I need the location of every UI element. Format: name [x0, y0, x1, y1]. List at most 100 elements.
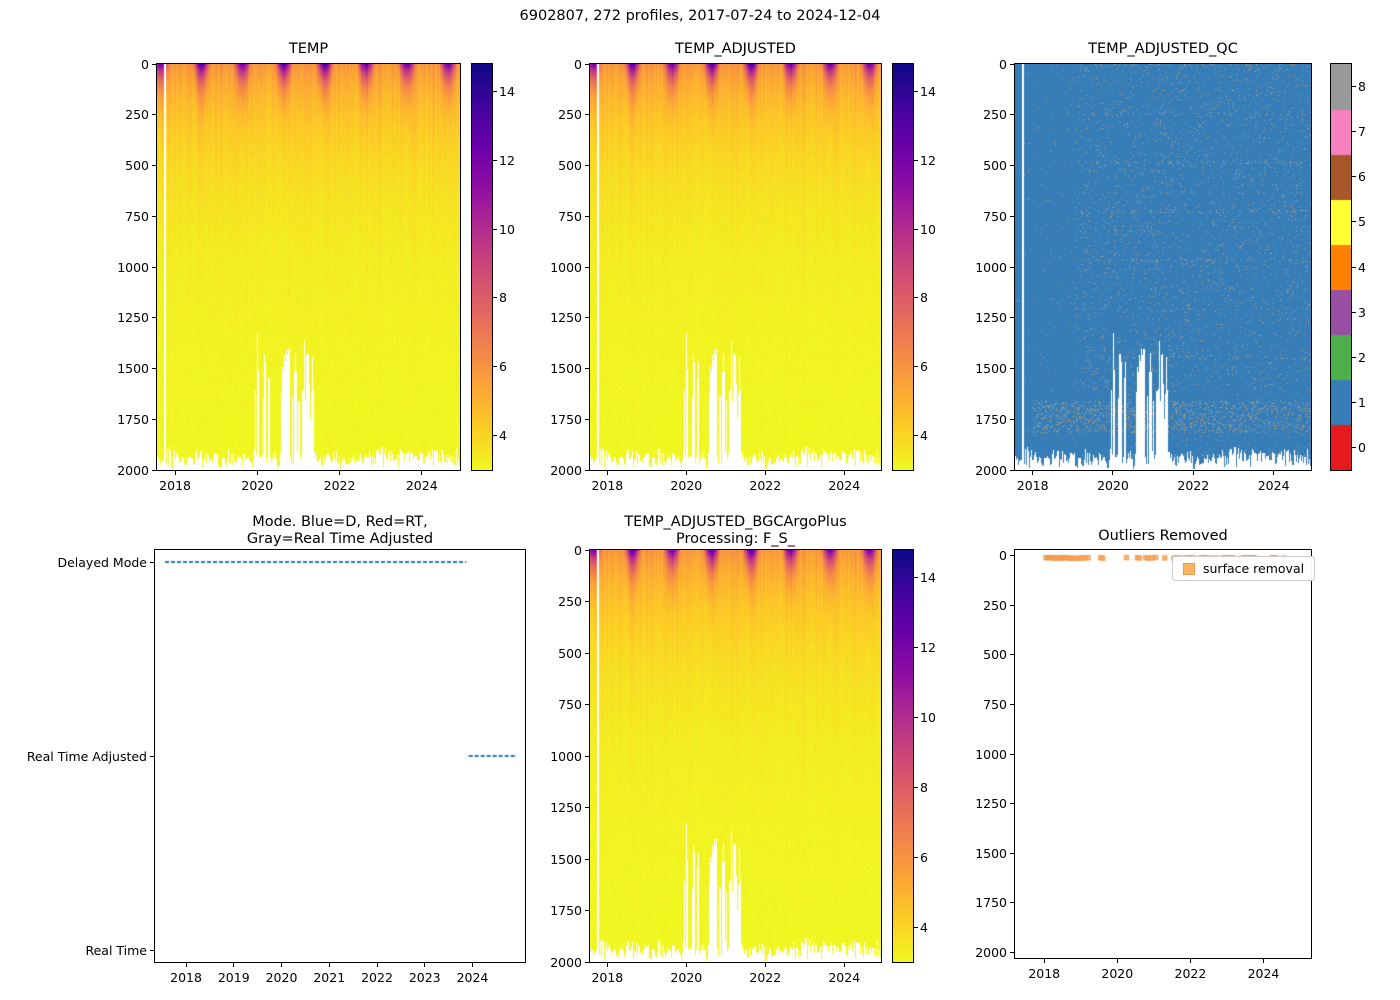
colorbar-tick-label: 8	[920, 779, 928, 795]
y-tick	[1010, 317, 1014, 319]
x-tick-label: 2022	[1174, 966, 1207, 981]
x-tick-label: 2023	[408, 970, 441, 985]
qc-colorbar-canvas	[1331, 64, 1351, 470]
colorbar-tick	[493, 228, 497, 230]
bgc-title-line2: Processing: F_S_	[676, 531, 795, 547]
y-tick-label: 500	[125, 158, 149, 173]
y-tick-label: 250	[983, 107, 1007, 123]
colorbar-tick	[914, 435, 918, 437]
y-tick-label: 0	[574, 542, 582, 558]
x-tick	[764, 471, 766, 475]
colorbar-tick	[493, 297, 497, 299]
y-tick	[152, 114, 156, 116]
category-tick-label: Delayed Mode	[57, 554, 147, 570]
x-tick	[685, 471, 687, 475]
colorbar-tick	[914, 159, 918, 161]
y-tick	[1010, 753, 1014, 755]
colorbar-tick	[1352, 266, 1356, 268]
x-tick-label: 2022	[1177, 478, 1210, 493]
x-tick-label: 2018	[1028, 966, 1061, 981]
y-tick-label: 1250	[550, 310, 582, 326]
y-tick	[585, 215, 589, 217]
x-tick	[843, 471, 845, 475]
colorbar-tick	[1352, 311, 1356, 313]
x-tick-label: 2020	[670, 970, 703, 985]
colorbar-tick-label: 8	[499, 290, 507, 306]
colorbar-tick	[914, 297, 918, 299]
x-tick	[606, 963, 608, 967]
y-tick	[1010, 114, 1014, 116]
y-tick	[1010, 469, 1014, 471]
y-tick	[585, 418, 589, 420]
x-tick	[843, 963, 845, 967]
colorbar-tick-label: 0	[1358, 439, 1366, 455]
x-tick	[233, 963, 235, 967]
y-tick	[585, 549, 589, 551]
colorbar-tick	[914, 228, 918, 230]
outliers-title: Outliers Removed	[1098, 528, 1228, 544]
x-tick-label: 2018	[159, 478, 191, 493]
temp-adjusted-title: TEMP_ADJUSTED	[675, 41, 796, 57]
bgc-colorbar-canvas	[893, 550, 913, 962]
y-tick	[152, 266, 156, 268]
x-tick-label: 2018	[591, 970, 624, 985]
y-tick	[152, 469, 156, 471]
colorbar-tick-label: 3	[1358, 304, 1366, 320]
y-tick-label: 1750	[550, 411, 582, 427]
colorbar-tick	[1352, 221, 1356, 223]
y-tick-label: 1250	[975, 796, 1007, 811]
colorbar-tick-label: 1	[1358, 394, 1366, 410]
x-tick	[174, 471, 176, 475]
y-tick-label: 1250	[550, 800, 582, 815]
colorbar-tick-label: 12	[920, 152, 936, 168]
y-tick-label: 1750	[550, 903, 582, 918]
y-tick-label: 0	[999, 548, 1007, 564]
mode-title-line2: Gray=Real Time Adjusted	[246, 531, 434, 547]
outliers-legend: surface removal	[1172, 556, 1316, 581]
y-tick-label: 750	[558, 697, 582, 712]
x-tick-label: 2024	[456, 970, 489, 985]
temp-colorbar-canvas	[472, 64, 492, 470]
y-tick-label: 0	[574, 56, 582, 72]
y-tick	[585, 601, 589, 602]
x-tick	[471, 963, 473, 967]
y-tick-label: 500	[983, 647, 1007, 663]
y-tick	[150, 755, 154, 757]
y-tick-label: 500	[558, 158, 582, 173]
colorbar-tick	[914, 786, 918, 788]
x-tick	[281, 963, 283, 967]
x-tick	[1032, 471, 1034, 475]
y-tick-label: 1000	[550, 748, 582, 764]
x-tick-label: 2018	[170, 970, 202, 985]
colorbar-tick-label: 5	[1358, 214, 1366, 230]
colorbar-tick-label: 4	[920, 428, 928, 444]
temp-heatmap-canvas	[157, 64, 460, 470]
colorbar-tick-label: 14	[920, 84, 936, 100]
x-tick	[1273, 471, 1275, 475]
y-tick-label: 250	[983, 597, 1007, 613]
y-tick-label: 750	[125, 208, 149, 224]
y-tick-label: 1500	[975, 845, 1007, 861]
y-tick	[152, 215, 156, 217]
y-tick-label: 1750	[975, 411, 1007, 427]
y-tick	[152, 368, 156, 369]
colorbar-tick-label: 8	[1358, 79, 1366, 95]
y-tick-label: 500	[983, 158, 1007, 173]
colorbar-tick	[493, 159, 497, 161]
y-tick	[152, 418, 156, 420]
y-tick-label: 250	[125, 107, 149, 123]
x-tick-label: 2021	[313, 970, 346, 985]
qc-title: TEMP_ADJUSTED_QC	[1088, 41, 1238, 57]
x-tick	[328, 963, 330, 967]
colorbar-tick-label: 6	[1358, 169, 1366, 185]
x-tick-label: 2024	[1257, 478, 1290, 493]
y-tick-label: 1250	[117, 310, 149, 326]
category-tick-label: Real Time Adjusted	[26, 748, 147, 764]
y-tick	[152, 165, 156, 166]
y-tick-label: 2000	[117, 462, 149, 478]
x-tick	[1112, 471, 1114, 475]
y-tick	[1010, 266, 1014, 268]
x-tick-label: 2020	[670, 478, 703, 493]
colorbar-tick-label: 10	[499, 221, 515, 237]
